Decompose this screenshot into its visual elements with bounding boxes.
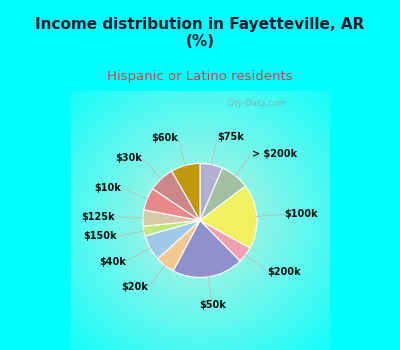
Text: > $200k: > $200k — [252, 148, 298, 159]
Circle shape — [24, 44, 376, 350]
Circle shape — [166, 186, 234, 255]
Circle shape — [0, 17, 400, 350]
Text: $30k: $30k — [115, 153, 142, 163]
Wedge shape — [200, 168, 246, 220]
Circle shape — [0, 13, 400, 350]
Circle shape — [48, 69, 352, 350]
Circle shape — [138, 158, 262, 283]
Circle shape — [62, 82, 338, 350]
Wedge shape — [153, 171, 200, 220]
Circle shape — [52, 72, 348, 350]
Circle shape — [186, 207, 214, 234]
Circle shape — [124, 145, 276, 296]
Circle shape — [145, 165, 255, 276]
Circle shape — [58, 79, 342, 350]
Circle shape — [196, 217, 204, 224]
Circle shape — [114, 134, 286, 307]
Wedge shape — [172, 163, 200, 220]
Circle shape — [82, 103, 318, 338]
Circle shape — [44, 65, 356, 350]
Circle shape — [131, 152, 269, 289]
Circle shape — [65, 86, 335, 350]
Circle shape — [10, 30, 390, 350]
Circle shape — [86, 106, 314, 335]
Circle shape — [103, 124, 297, 317]
Circle shape — [100, 120, 300, 321]
Circle shape — [31, 51, 369, 350]
Circle shape — [155, 176, 245, 265]
Wedge shape — [200, 163, 222, 220]
Circle shape — [96, 117, 304, 324]
Text: Income distribution in Fayetteville, AR
(%): Income distribution in Fayetteville, AR … — [35, 17, 365, 49]
Circle shape — [158, 179, 242, 262]
Circle shape — [169, 189, 231, 252]
Wedge shape — [143, 210, 200, 226]
Wedge shape — [143, 220, 200, 236]
Circle shape — [193, 214, 207, 228]
Circle shape — [76, 96, 324, 345]
Circle shape — [148, 169, 252, 272]
Text: $10k: $10k — [94, 183, 121, 193]
Text: $100k: $100k — [285, 209, 318, 219]
Circle shape — [72, 93, 328, 348]
Circle shape — [141, 162, 259, 279]
Circle shape — [3, 24, 397, 350]
Wedge shape — [200, 186, 257, 248]
Circle shape — [117, 138, 283, 303]
Text: City-Data.com: City-Data.com — [227, 99, 287, 108]
Circle shape — [107, 127, 293, 314]
Circle shape — [17, 37, 383, 350]
Wedge shape — [200, 220, 250, 261]
Circle shape — [179, 200, 221, 241]
Circle shape — [20, 41, 380, 350]
Wedge shape — [144, 189, 200, 220]
Circle shape — [172, 193, 228, 248]
Circle shape — [79, 100, 321, 341]
Circle shape — [55, 76, 345, 350]
Circle shape — [120, 141, 280, 300]
Circle shape — [93, 113, 307, 328]
Circle shape — [128, 148, 272, 293]
Circle shape — [176, 196, 224, 245]
Text: $60k: $60k — [151, 133, 178, 143]
Text: $20k: $20k — [121, 282, 148, 293]
Circle shape — [27, 48, 373, 350]
Circle shape — [41, 62, 359, 350]
Wedge shape — [145, 220, 200, 259]
Wedge shape — [173, 220, 240, 278]
Text: Hispanic or Latino residents: Hispanic or Latino residents — [107, 70, 293, 84]
Circle shape — [38, 58, 362, 350]
Circle shape — [134, 155, 266, 286]
Circle shape — [162, 182, 238, 259]
Text: $125k: $125k — [82, 212, 115, 222]
Circle shape — [110, 131, 290, 310]
Circle shape — [90, 110, 310, 331]
Circle shape — [152, 172, 248, 269]
Circle shape — [14, 34, 386, 350]
Circle shape — [0, 20, 400, 350]
Circle shape — [7, 27, 393, 350]
Circle shape — [183, 203, 217, 238]
Text: $40k: $40k — [99, 257, 126, 267]
Wedge shape — [158, 220, 200, 271]
Circle shape — [69, 89, 331, 350]
Text: $75k: $75k — [217, 132, 244, 142]
Circle shape — [190, 210, 210, 231]
Text: $200k: $200k — [268, 267, 301, 277]
Circle shape — [34, 55, 366, 350]
Text: $150k: $150k — [83, 231, 116, 241]
Text: $50k: $50k — [199, 300, 226, 309]
